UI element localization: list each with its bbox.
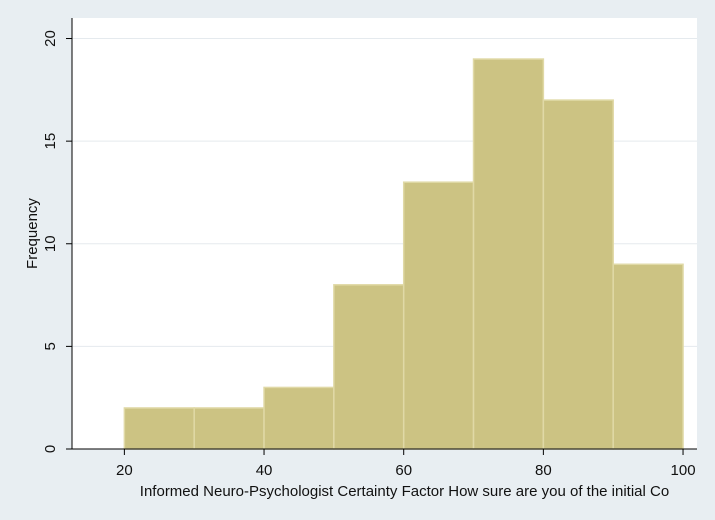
bar-30-40 [193, 407, 265, 450]
bar-50-60 [333, 284, 405, 450]
ticks: 20 40 60 80 100 0 5 10 15 20 [42, 30, 696, 479]
x-axis-title: Informed Neuro-Psychologist Certainty Fa… [140, 483, 669, 500]
y-tick-label-5: 5 [42, 342, 59, 350]
bar-80-90 [542, 99, 614, 450]
bar-60-70 [402, 181, 475, 450]
y-tick-label-0: 0 [42, 445, 59, 453]
x-tick-label-60: 60 [395, 462, 412, 479]
x-tick-label-20: 20 [116, 462, 133, 479]
x-tick-label-80: 80 [535, 462, 552, 479]
bar-90-100 [612, 263, 684, 450]
bar-40-50 [263, 386, 335, 450]
bar-70-80 [472, 58, 545, 450]
y-tick-label-10: 10 [42, 235, 59, 252]
x-tick-label-40: 40 [256, 462, 273, 479]
y-tick-label-20: 20 [42, 30, 59, 47]
axes [71, 18, 697, 450]
x-tick-label-100: 100 [671, 462, 696, 479]
y-axis-title: Frequency [24, 198, 41, 269]
bar-20-30 [123, 407, 195, 450]
y-tick-label-15: 15 [42, 133, 59, 150]
